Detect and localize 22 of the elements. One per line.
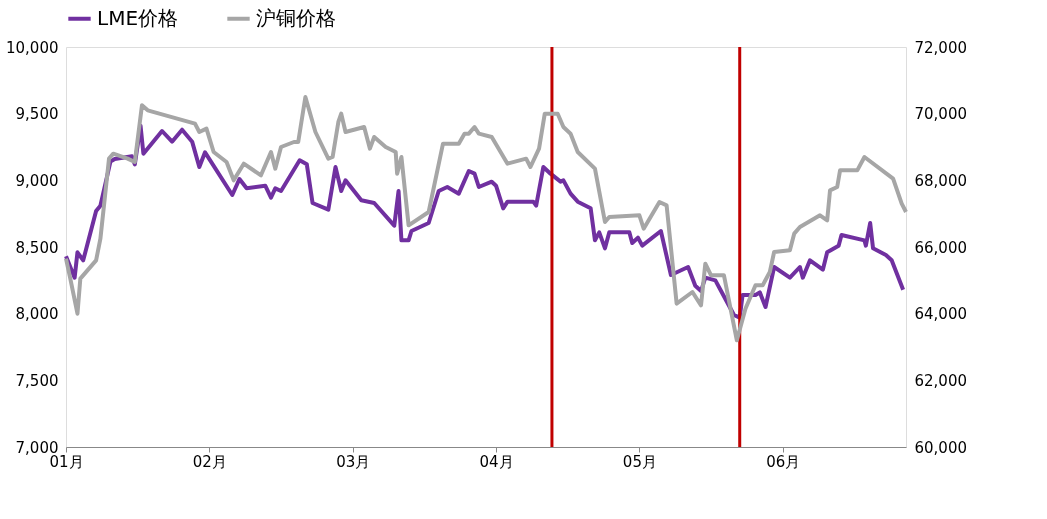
x-tick-label: 04月 [479,452,514,471]
y2-tick-label: 60,000 [914,438,967,457]
x-tick-label: 06月 [766,452,801,471]
y-tick-label: 7,500 [15,371,59,390]
y-tick-label: 8,500 [15,238,59,257]
line-series [64,123,906,320]
y-tick-label: 9,500 [15,105,59,124]
legend-label: 沪铜价格 [256,5,336,30]
legend-label: LME价格 [97,5,179,30]
y2-tick-label: 70,000 [914,105,967,124]
x-tick-label: 05月 [622,452,657,471]
y2-tick-label: 64,000 [914,305,967,324]
y2-tick-label: 72,000 [914,38,967,57]
y-tick-label: 9,000 [15,171,59,190]
y-tick-label: 10,000 [6,38,59,57]
y2-tick-label: 62,000 [914,371,967,390]
y2-tick-label: 68,000 [914,171,967,190]
y-tick-label: 8,000 [15,305,59,324]
line-series [64,95,908,343]
x-tick-label: 02月 [192,452,227,471]
y2-tick-label: 66,000 [914,238,967,257]
x-tick-label: 03月 [336,452,371,471]
